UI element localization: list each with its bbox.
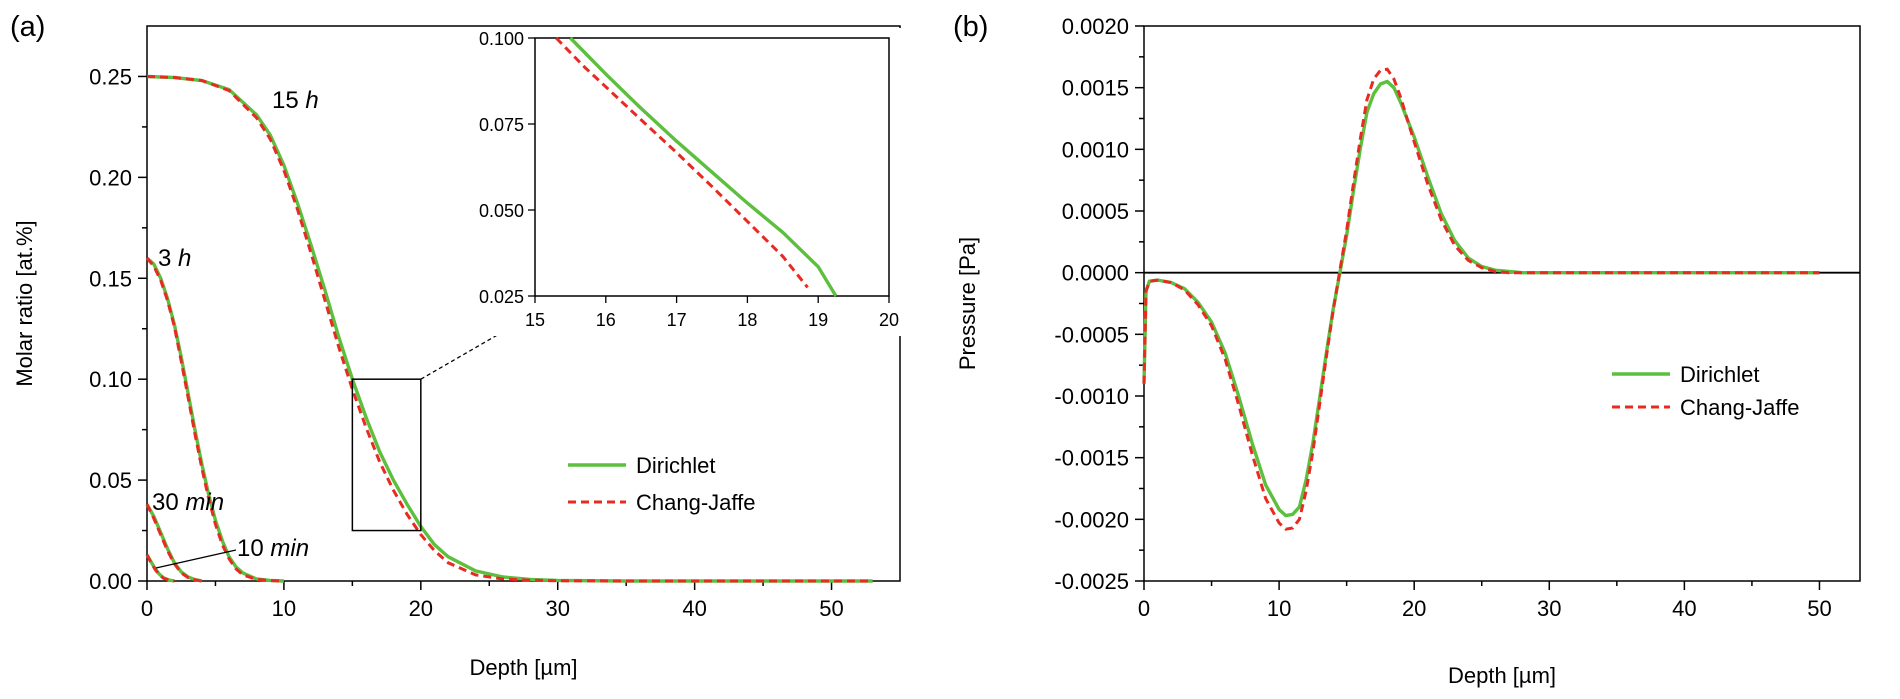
legend-label-chang-jaffe: Chang-Jaffe [1680,395,1799,420]
series-dirichlet-line [145,256,284,583]
series-dirichlet-line [1142,79,1820,518]
annotation-value: 3 [158,245,171,272]
x-tick-label-b: 40 [1672,596,1696,621]
inset-x-tick-label: 20 [879,310,899,330]
inset-y-tick-label: 0.100 [479,29,524,49]
series-chang-jaffe-line [1142,67,1820,531]
chart-a: 0 10 20 30 40 50 0.00 0.05 0.10 0.15 0.20 0.25 Depth… [12,25,905,680]
plot-frame-b [1143,25,1861,582]
inset-y-tick-label: 0.075 [479,115,524,135]
x-tick-label-a: 30 [545,596,569,621]
x-tick-label-b: 10 [1267,596,1291,621]
y-tick-label-a: 0.05 [89,468,132,493]
y-tick-label-b: -0.0015 [1054,446,1129,471]
x-tick-label-a: 20 [409,596,433,621]
y-tick-label-b: -0.0005 [1054,322,1129,347]
annotation-unit: h [178,245,191,272]
y-tick-label-a: 0.25 [89,64,132,89]
series-chang-jaffe-line [146,75,873,583]
panel-a-label: (a) [10,11,45,43]
y-tick-label-b: 0.0005 [1062,199,1129,224]
curve-annotation: 10 min [237,535,309,562]
y-tick-label-b: 0.0010 [1062,137,1129,162]
curve-annotation: 3 h [158,245,191,272]
inset-y-tick-label: 0.050 [479,201,524,221]
annotation-unit: min [270,535,309,562]
x-tick-label-b: 0 [1138,596,1150,621]
x-tick-label-b: 30 [1537,596,1561,621]
x-axis-label-a: Depth [µm] [469,655,577,680]
y-axis-label-a: Molar ratio [at.%] [12,220,37,386]
inset-x-tick-label: 17 [667,310,687,330]
series-chang-jaffe-line [145,257,284,583]
x-tick-label-b: 50 [1807,596,1831,621]
y-tick-label-a: 0.20 [89,165,132,190]
y-tick-label-b: -0.0025 [1054,569,1129,594]
annotation-unit: h [305,87,318,114]
series-dirichlet-line [145,553,175,583]
x-tick-label-a: 10 [272,596,296,621]
y-axis-label-b: Pressure [Pa] [955,237,980,370]
inset-frame [534,37,890,297]
annotation-value: 10 [237,535,264,562]
legend-label-chang-jaffe: Chang-Jaffe [636,490,755,515]
inset-x-tick-label: 19 [808,310,828,330]
chart-b: 0 10 20 30 40 50 -0.0025 -0.0020 -0.0015 -0.0010 -… [955,14,1861,688]
y-tick-label-b: 0.0000 [1062,261,1129,286]
inset-y-tick-label: 0.025 [479,287,524,307]
inset-x-tick-label: 16 [596,310,616,330]
inset-series-dirichlet-line [569,36,838,297]
x-tick-label-a: 40 [682,596,706,621]
x-tick-label-a: 50 [819,596,843,621]
x-axis-label-b: Depth [µm] [1448,663,1556,688]
annotation-leader-10min [155,549,237,569]
y-tick-label-b: 0.0020 [1062,14,1129,39]
legend-label-dirichlet: Dirichlet [636,453,715,478]
curve-annotation: 15 h [272,87,319,114]
y-tick-label-b: 0.0015 [1062,76,1129,101]
y-tick-label-a: 0.15 [89,266,132,291]
curve-annotation: 30 min [152,489,224,516]
annotation-unit: min [185,489,224,516]
x-tick-label-b: 20 [1402,596,1426,621]
inset-x-tick-label: 18 [737,310,757,330]
y-tick-label-b: -0.0010 [1054,384,1129,409]
x-tick-label-a: 0 [141,596,153,621]
annotation-value: 30 [152,489,179,516]
y-tick-label-a: 0.10 [89,367,132,392]
annotation-value: 15 [272,87,299,114]
y-tick-label-b: -0.0020 [1054,507,1129,532]
zoom-box [351,378,422,532]
y-tick-label-a: 0.00 [89,569,132,594]
legend-label-dirichlet: Dirichlet [1680,362,1759,387]
panel-b-label: (b) [953,11,988,43]
inset-x-tick-label: 15 [525,310,545,330]
